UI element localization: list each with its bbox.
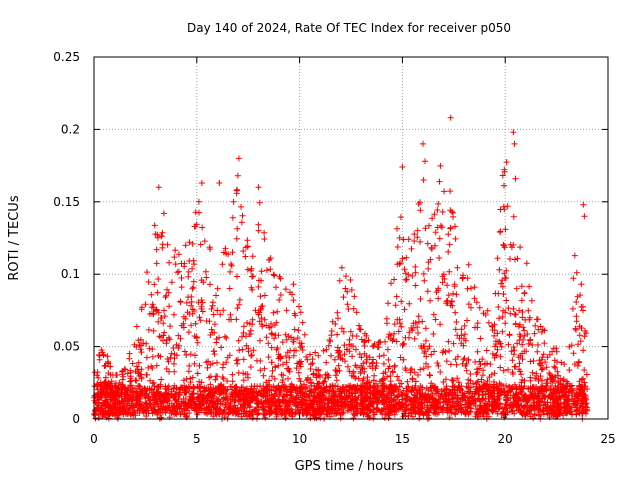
y-tick-label: 0.25 bbox=[53, 50, 80, 64]
axis-ticks: 0 5 10 15 20 25 0 0.05 0.1 0.15 0.2 0.25 bbox=[53, 50, 615, 446]
x-tick-label: 10 bbox=[292, 432, 307, 446]
y-tick-label: 0.05 bbox=[53, 340, 80, 354]
y-tick-label: 0 bbox=[72, 412, 80, 426]
chart-title: Day 140 of 2024, Rate Of TEC Index for r… bbox=[187, 21, 511, 35]
y-tick-label: 0.1 bbox=[61, 267, 80, 281]
x-tick-label: 15 bbox=[395, 432, 410, 446]
roti-points bbox=[91, 114, 591, 422]
y-tick-label: 0.2 bbox=[61, 122, 80, 136]
grid-layer bbox=[94, 57, 608, 419]
x-tick-label: 0 bbox=[90, 432, 98, 446]
plot-frame bbox=[93, 56, 609, 420]
x-tick-label: 25 bbox=[600, 432, 615, 446]
x-axis-label: GPS time / hours bbox=[295, 459, 404, 474]
x-tick-label: 20 bbox=[498, 432, 513, 446]
data-points bbox=[91, 114, 591, 422]
x-tick-label: 5 bbox=[193, 432, 201, 446]
y-axis-label: ROTI / TECUs bbox=[7, 195, 22, 280]
y-tick-label: 0.15 bbox=[53, 195, 80, 209]
